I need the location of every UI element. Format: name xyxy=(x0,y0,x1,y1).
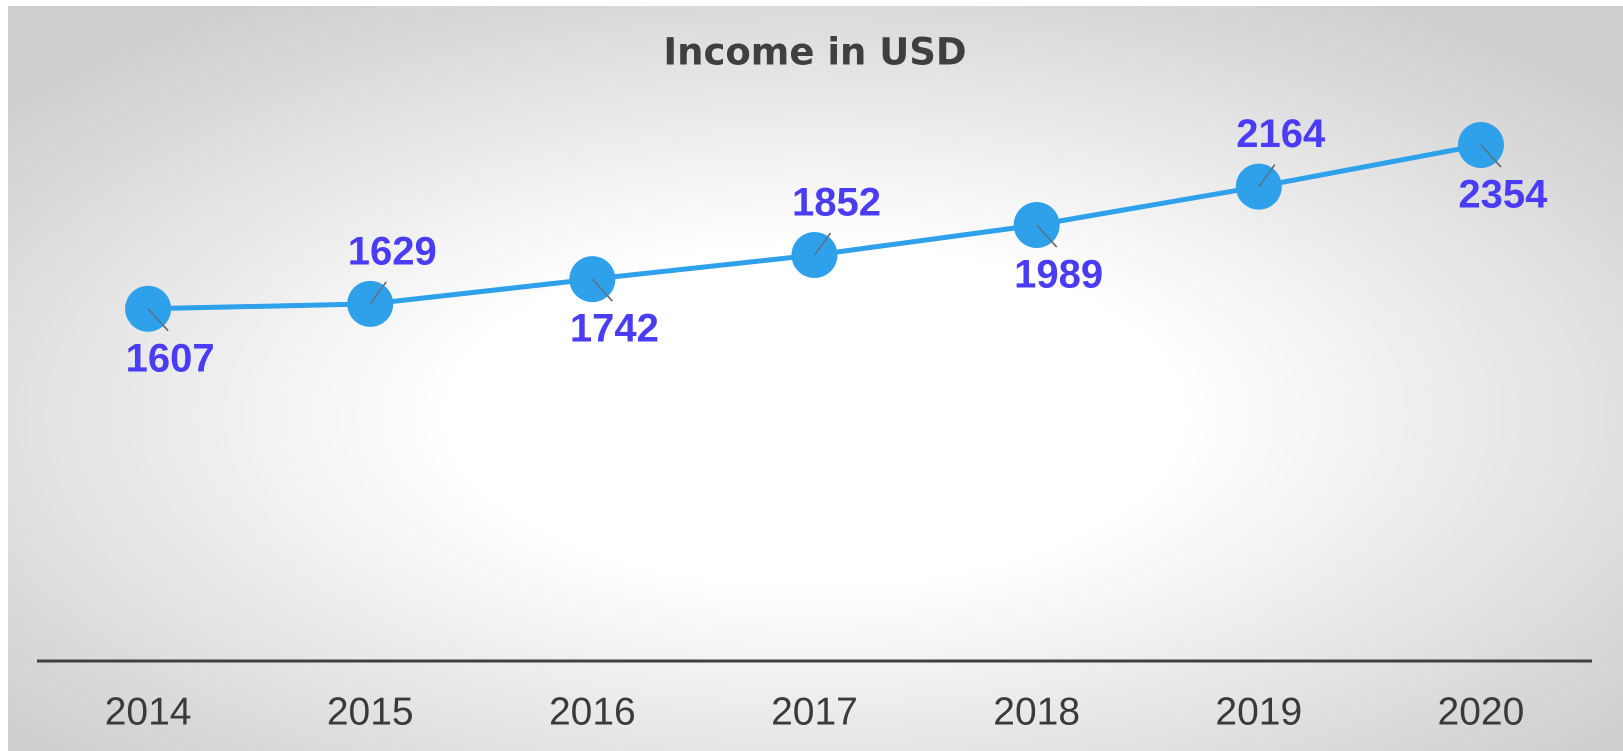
background xyxy=(8,6,1623,751)
data-label: 1989 xyxy=(1014,253,1103,297)
x-tick-label: 2014 xyxy=(105,690,192,733)
leader-line xyxy=(1258,164,1276,188)
x-tick-label: 2018 xyxy=(993,690,1080,733)
x-tick-label: 2015 xyxy=(327,690,414,733)
data-label: 1607 xyxy=(126,336,215,380)
data-label: 2164 xyxy=(1236,112,1326,156)
leader-line xyxy=(813,232,832,256)
x-tick-label: 2017 xyxy=(771,690,858,733)
data-label: 1852 xyxy=(792,181,881,225)
leader-line xyxy=(591,278,613,302)
data-label: 2354 xyxy=(1458,173,1548,217)
leader-line xyxy=(1480,144,1502,168)
chart-title: Income in USD xyxy=(663,31,966,74)
x-tick-label: 2019 xyxy=(1215,690,1302,733)
data-label: 1629 xyxy=(348,229,437,273)
leader-line xyxy=(1036,224,1058,248)
leader-line xyxy=(147,308,169,332)
x-tick-label: 2016 xyxy=(549,690,636,733)
x-tick-label: 2020 xyxy=(1438,690,1525,733)
data-label: 1742 xyxy=(570,307,659,351)
leader-line xyxy=(369,281,387,305)
